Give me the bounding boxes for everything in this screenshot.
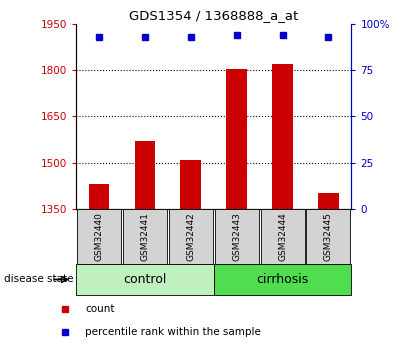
Text: count: count <box>85 304 115 314</box>
Bar <box>169 209 213 264</box>
Text: GSM32444: GSM32444 <box>278 212 287 261</box>
Text: disease state: disease state <box>4 275 74 284</box>
Text: GSM32441: GSM32441 <box>141 212 149 261</box>
Bar <box>180 159 201 209</box>
Text: GSM32445: GSM32445 <box>324 212 333 261</box>
Bar <box>134 141 155 209</box>
Text: GSM32443: GSM32443 <box>232 212 241 261</box>
Bar <box>226 69 247 209</box>
Title: GDS1354 / 1368888_a_at: GDS1354 / 1368888_a_at <box>129 9 298 22</box>
Bar <box>123 209 167 264</box>
Bar <box>272 64 293 209</box>
Bar <box>318 193 339 209</box>
Bar <box>76 264 214 295</box>
Text: GSM32440: GSM32440 <box>95 212 104 261</box>
Bar <box>214 264 351 295</box>
Bar <box>307 209 351 264</box>
Text: percentile rank within the sample: percentile rank within the sample <box>85 327 261 336</box>
Bar <box>89 184 109 209</box>
Bar <box>77 209 121 264</box>
Text: cirrhosis: cirrhosis <box>256 273 309 286</box>
Text: control: control <box>123 273 166 286</box>
Bar <box>261 209 305 264</box>
Text: GSM32442: GSM32442 <box>186 212 195 261</box>
Bar <box>215 209 259 264</box>
